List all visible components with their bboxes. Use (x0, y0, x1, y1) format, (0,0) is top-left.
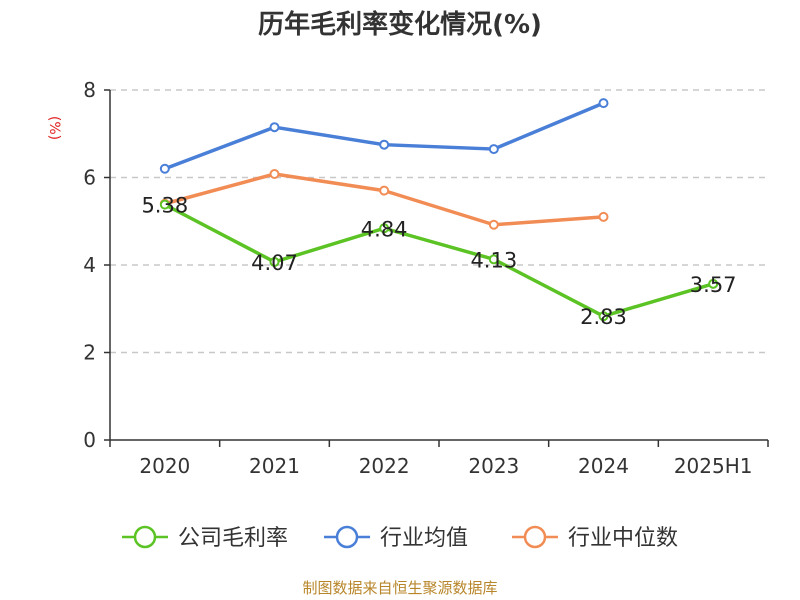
y-tick-label: 8 (83, 78, 96, 102)
data-label: 3.57 (690, 273, 737, 297)
series-line (163, 202, 715, 318)
legend-item: 行业中位数 (512, 525, 678, 551)
y-tick-label: 0 (83, 428, 96, 452)
x-tick-label: 2023 (468, 454, 519, 478)
data-point (379, 185, 390, 196)
data-point (598, 98, 609, 109)
data-label: 4.84 (361, 217, 408, 241)
data-point (269, 122, 280, 133)
grid (110, 89, 768, 354)
legend-marker (133, 525, 157, 549)
source-note: 制图数据来自恒生聚源数据库 (302, 579, 497, 597)
data-point (708, 278, 719, 289)
x-tick-label: 2022 (359, 454, 410, 478)
data-point (598, 211, 609, 222)
y-tick-label: 4 (83, 253, 96, 277)
series-line (163, 101, 606, 171)
legend: 公司毛利率 行业均值 行业中位数 (122, 525, 678, 551)
data-point (159, 163, 170, 174)
data-label: 4.13 (470, 248, 517, 272)
legend-marker (335, 525, 359, 549)
data-label: 4.07 (251, 251, 298, 275)
series-2 (159, 98, 609, 174)
legend-item: 行业均值 (324, 525, 468, 551)
y-tick-label: 2 (83, 341, 96, 365)
data-point (379, 139, 390, 150)
legend-label: 公司毛利率 (178, 526, 288, 551)
data-label: 2.83 (580, 305, 627, 329)
y-axis-unit: (%) (46, 116, 62, 140)
x-tick-label: 2020 (139, 454, 190, 478)
series-1 (159, 199, 719, 322)
x-tick-label: 2025H1 (674, 454, 753, 478)
axes: 0 2 4 6 8 2020 2021 2022 2023 2024 2025H1 (83, 78, 769, 478)
data-point (488, 219, 499, 230)
data-point (159, 199, 170, 210)
data-labels: 5.38 4.07 4.84 4.13 2.83 3.57 (141, 194, 736, 330)
data-point (269, 169, 280, 179)
legend-marker (523, 525, 547, 549)
data-label: 5.38 (141, 194, 188, 218)
y-tick-label: 6 (83, 166, 96, 190)
x-tick-label: 2024 (578, 454, 629, 478)
data-point (269, 256, 280, 267)
chart-title: 历年毛利率变化情况(%) (258, 9, 542, 40)
x-tick-label: 2021 (249, 454, 300, 478)
legend-item: 公司毛利率 (122, 525, 288, 551)
legend-label: 行业中位数 (568, 526, 678, 551)
series-layer (159, 98, 719, 322)
data-point (488, 254, 499, 265)
legend-label: 行业均值 (380, 526, 468, 551)
data-point (488, 144, 499, 155)
data-point (379, 223, 390, 234)
data-point (598, 311, 609, 322)
